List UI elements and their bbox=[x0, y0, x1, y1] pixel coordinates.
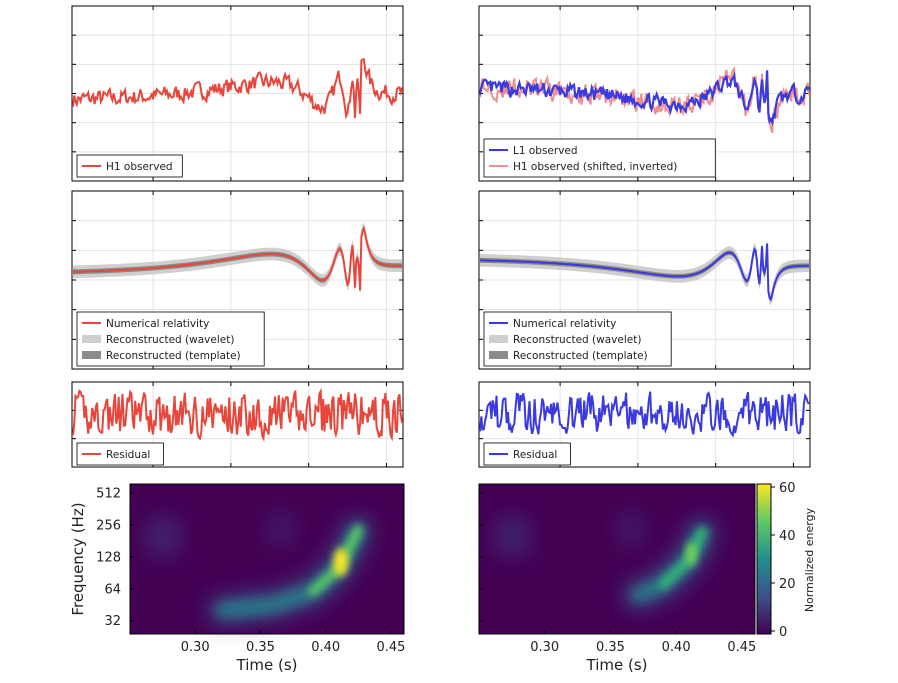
h1-x-tick-label: 0.30 bbox=[181, 640, 210, 655]
h1-y-tick-label: 64 bbox=[104, 582, 121, 597]
l1-residual-line bbox=[479, 391, 810, 438]
legend-box: H1 observed bbox=[76, 154, 183, 178]
legend-box: Numerical relativity Reconstructed (wavel… bbox=[76, 311, 265, 367]
h1-x-tick-label: 0.40 bbox=[311, 640, 340, 655]
legend-label: H1 observed bbox=[106, 161, 173, 173]
legend-frame bbox=[483, 311, 672, 367]
h1-x-tick-label: 0.45 bbox=[376, 640, 405, 655]
panel-l1-spectrogram bbox=[478, 483, 756, 635]
h1-x-tick-label: 0.35 bbox=[246, 640, 275, 655]
legend-frame bbox=[483, 442, 571, 466]
legend-swatch bbox=[489, 335, 508, 343]
colorbar-tick-label: 20 bbox=[779, 577, 796, 592]
legend-frame bbox=[76, 311, 265, 367]
legend-box: Numerical relativity Reconstructed (wavel… bbox=[483, 311, 672, 367]
legend-label: Residual bbox=[513, 449, 557, 461]
colorbar-gradient bbox=[756, 483, 772, 635]
legend-label: Reconstructed (wavelet) bbox=[513, 334, 641, 346]
legend-label: Numerical relativity bbox=[513, 318, 616, 330]
legend-box: Residual bbox=[76, 442, 164, 466]
spectrogram-hotspot bbox=[686, 541, 697, 566]
legend-frame bbox=[483, 138, 716, 178]
spectrogram-noise-blob bbox=[494, 516, 531, 557]
legend-label: Residual bbox=[106, 449, 150, 461]
h1-spectrogram-energy bbox=[144, 511, 371, 623]
colorbar: 60 40 20 0 Normalized energy bbox=[756, 481, 816, 640]
legend-swatch bbox=[82, 351, 101, 359]
colorbar-tick-label: 0 bbox=[779, 625, 787, 640]
h1-x-axis-label: Time (s) bbox=[236, 656, 298, 674]
l1-x-tick-label: 0.45 bbox=[727, 640, 756, 655]
h1-y-tick-label: 512 bbox=[96, 486, 121, 501]
waveforms bbox=[72, 58, 810, 443]
l1-x-tick-label: 0.30 bbox=[530, 640, 559, 655]
h1-reconstructed-template-band bbox=[73, 226, 402, 293]
legend-label: Numerical relativity bbox=[106, 318, 209, 330]
spectrogram-noise-blob bbox=[266, 511, 295, 547]
legend-frame bbox=[76, 442, 164, 466]
l1-x-tick-label: 0.35 bbox=[596, 640, 625, 655]
l1-reconstructed-template-band bbox=[480, 241, 809, 302]
colorbar-tick-label: 60 bbox=[779, 481, 796, 496]
legend-label: L1 observed bbox=[513, 145, 578, 157]
h1-y-tick-label: 128 bbox=[96, 550, 121, 565]
legend-label: H1 observed (shifted, inverted) bbox=[513, 161, 677, 173]
legend-swatch bbox=[82, 335, 101, 343]
legend-swatch bbox=[489, 351, 508, 359]
l1-spectrogram-frame bbox=[478, 483, 756, 635]
l1-x-axis-label: Time (s) bbox=[586, 656, 648, 674]
panel-h1-spectrogram bbox=[129, 483, 405, 635]
legend-box: L1 observed H1 observed (shifted, inverte… bbox=[483, 138, 716, 178]
h1-y-tick-label: 32 bbox=[104, 614, 121, 629]
spectrogram-ticks: 0.30 0.35 0.40 0.45 0.30 0.35 0.40 0.45 512 256 12… bbox=[96, 486, 756, 655]
legend-box: Residual bbox=[483, 442, 571, 466]
l1-x-tick-label: 0.40 bbox=[662, 640, 691, 655]
spectrogram-hotspot bbox=[333, 548, 348, 577]
legend-label: Reconstructed (wavelet) bbox=[106, 334, 234, 346]
legend-label: Reconstructed (template) bbox=[513, 350, 648, 362]
colorbar-label: Normalized energy bbox=[803, 507, 816, 612]
legends: H1 observed L1 observed H1 observed (shift… bbox=[76, 138, 716, 466]
legend-label: Reconstructed (template) bbox=[106, 350, 241, 362]
l1-spectrogram-energy bbox=[494, 511, 715, 608]
h1-y-axis-label: Frequency (Hz) bbox=[69, 502, 87, 615]
h1-y-tick-label: 256 bbox=[96, 518, 121, 533]
legend-frame bbox=[76, 154, 183, 178]
spectrogram-noise-blob bbox=[616, 511, 645, 547]
l1-observed-line bbox=[478, 70, 810, 127]
h1-residual-line bbox=[72, 387, 403, 443]
colorbar-ticks: 60 40 20 0 bbox=[771, 481, 796, 640]
h1-spectrogram-frame bbox=[129, 483, 405, 635]
h1-numerical-relativity-line bbox=[73, 226, 402, 291]
l1-numerical-relativity-line bbox=[479, 243, 809, 302]
h1-observed-line bbox=[72, 58, 403, 120]
colorbar-tick-label: 40 bbox=[779, 529, 796, 544]
l1-spectrogram-background bbox=[479, 484, 755, 634]
spectrogram-noise-blob bbox=[144, 516, 181, 557]
